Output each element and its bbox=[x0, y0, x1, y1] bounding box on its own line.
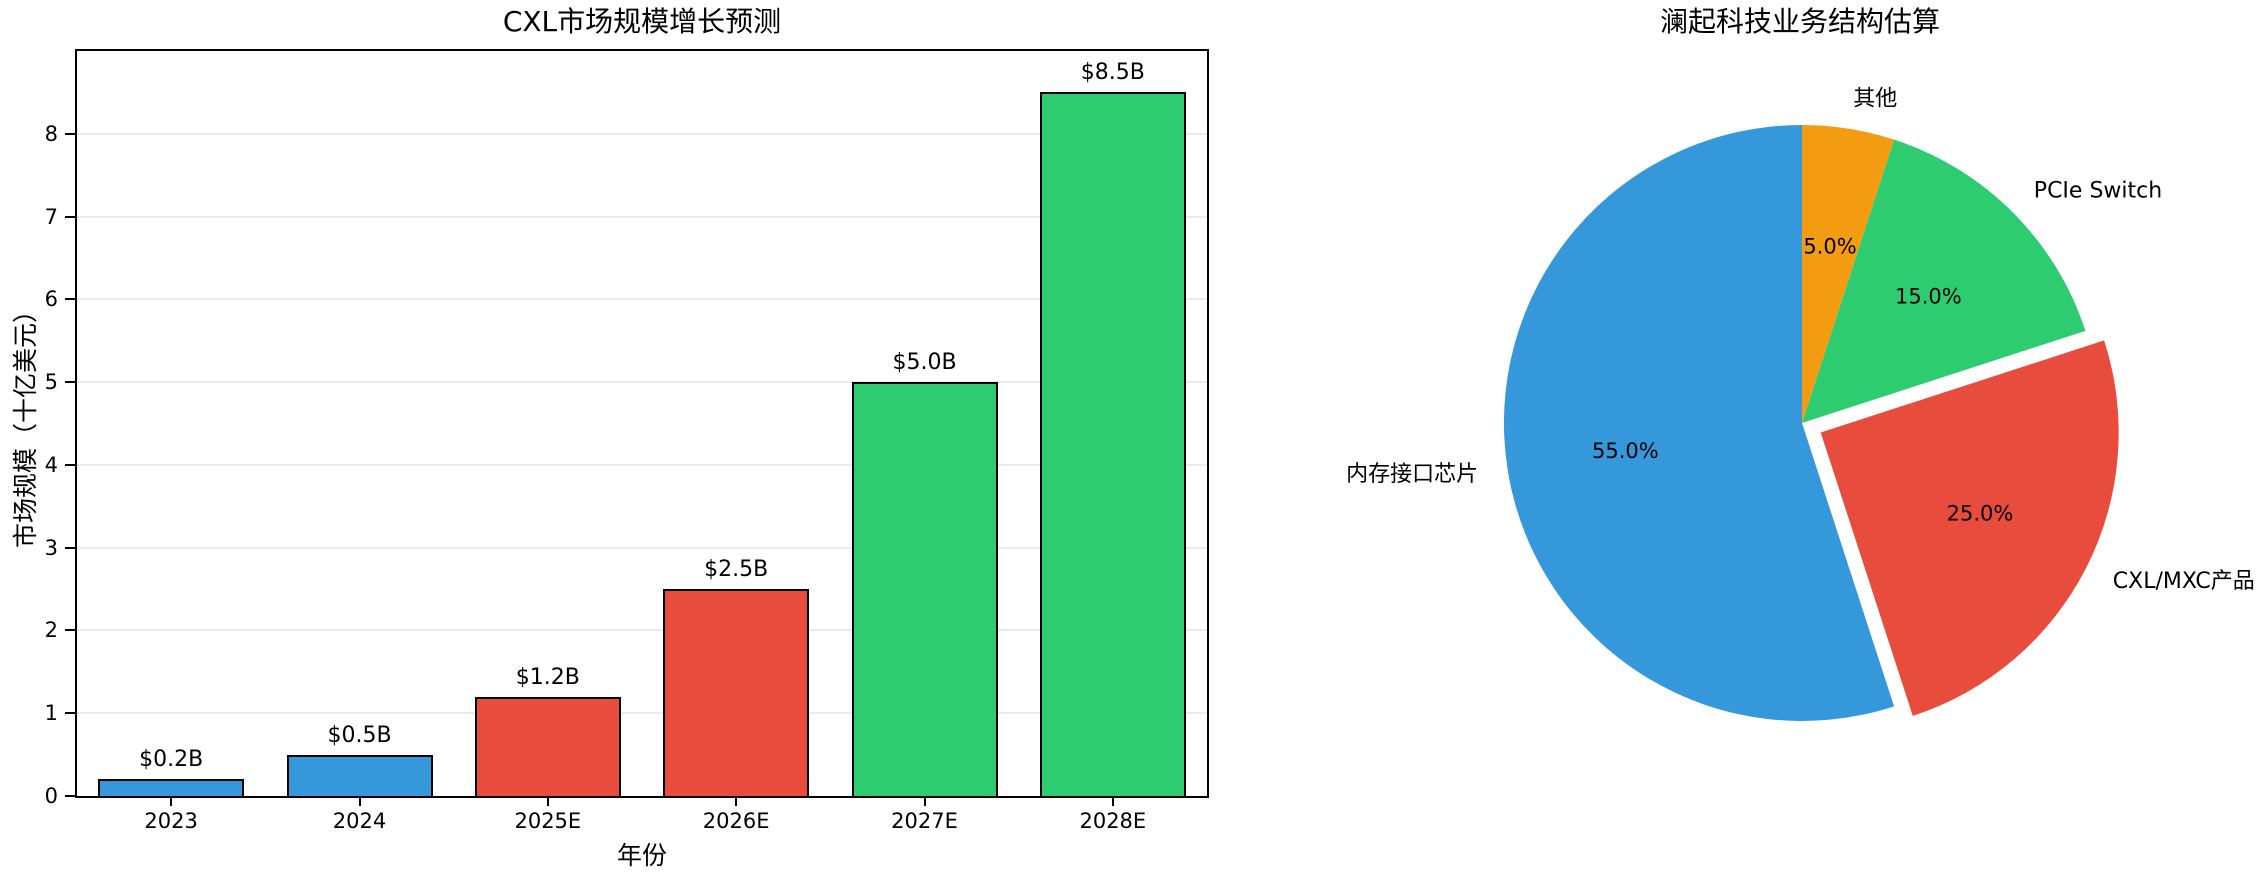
y-tick-mark-1 bbox=[65, 712, 75, 715]
pie-pct-label-内存接口芯片: 55.0% bbox=[1592, 439, 1659, 463]
bar-value-label-2024: $0.5B bbox=[327, 722, 392, 748]
y-tick-mark-6 bbox=[65, 298, 75, 301]
bar-value-label-2027E: $5.0B bbox=[892, 350, 957, 376]
x-tick-mark-2023 bbox=[170, 798, 173, 806]
bar-value-label-2023: $0.2B bbox=[139, 747, 204, 773]
x-tick-label-2023: 2023 bbox=[144, 809, 198, 833]
pie-chart-plot-area: 55.0% 内存接口芯片 25.0% CXL/MXC产品 15.0% PCIe Switc… bbox=[1346, 87, 2255, 722]
pie-slice-label-CXL/MXC产品: CXL/MXC产品 bbox=[2113, 569, 2255, 594]
pie-slice-PCIe Switch bbox=[1802, 139, 2086, 423]
y-tick-label-6: 6 bbox=[44, 287, 58, 312]
x-tick-label-2027E: 2027E bbox=[891, 809, 958, 833]
bar-2028E bbox=[1039, 92, 1186, 796]
pie-slice-label-其他: 其他 bbox=[1853, 87, 1897, 112]
bar-2023 bbox=[98, 779, 245, 796]
x-tick-label-2024: 2024 bbox=[332, 809, 387, 833]
pie-chart-title: 澜起科技业务结构估算 bbox=[1659, 5, 1940, 38]
y-tick-label-7: 7 bbox=[44, 204, 58, 229]
gridline-y-8 bbox=[77, 132, 1207, 135]
gridline-y-5 bbox=[77, 381, 1207, 384]
x-tick-label-2028E: 2028E bbox=[1079, 809, 1147, 833]
y-tick-mark-8 bbox=[65, 132, 75, 135]
bar-chart-title: CXL市场规模增长预测 bbox=[502, 5, 782, 38]
y-tick-mark-4 bbox=[65, 463, 75, 466]
y-tick-label-4: 4 bbox=[44, 452, 58, 477]
y-tick-label-1: 1 bbox=[44, 701, 58, 726]
bar-value-label-2025E: $1.2B bbox=[515, 664, 580, 690]
pie-pct-label-其他: 5.0% bbox=[1803, 234, 1856, 258]
bar-2024 bbox=[286, 754, 433, 796]
bar-value-label-2028E: $8.5B bbox=[1080, 60, 1145, 86]
y-tick-label-5: 5 bbox=[44, 370, 58, 395]
pie-slice-label-内存接口芯片: 内存接口芯片 bbox=[1346, 462, 1478, 487]
bar-value-label-2026E: $2.5B bbox=[704, 557, 769, 583]
y-tick-label-2: 2 bbox=[44, 618, 58, 643]
gridline-y-1 bbox=[77, 712, 1207, 715]
pie-pct-label-PCIe Switch: 15.0% bbox=[1895, 285, 1962, 309]
x-tick-mark-2027E bbox=[923, 798, 926, 806]
pie-slice-内存接口芯片 bbox=[1503, 124, 1895, 722]
gridline-y-7 bbox=[77, 215, 1207, 218]
x-tick-mark-2026E bbox=[735, 798, 738, 806]
gridline-y-6 bbox=[77, 298, 1207, 301]
x-tick-label-2026E: 2026E bbox=[702, 809, 770, 833]
bar-2025E bbox=[474, 696, 621, 796]
y-tick-label-0: 0 bbox=[44, 784, 58, 808]
bar-chart-y-axis-label: 市场规模（十亿美元） bbox=[11, 298, 40, 549]
y-tick-mark-3 bbox=[65, 546, 75, 549]
y-tick-mark-7 bbox=[65, 215, 75, 218]
gridline-y-4 bbox=[77, 463, 1207, 466]
gridline-y-3 bbox=[77, 546, 1207, 549]
bar-2027E bbox=[851, 382, 998, 796]
x-tick-label-2025E: 2025E bbox=[514, 809, 582, 833]
pie-pct-label-CXL/MXC产品: 25.0% bbox=[1947, 502, 2014, 526]
bar-2026E bbox=[663, 589, 810, 796]
pie-slice-CXL/MXC产品 bbox=[1820, 340, 2119, 716]
y-tick-mark-2 bbox=[65, 629, 75, 632]
gridline-y-2 bbox=[77, 629, 1207, 632]
bar-chart-plot-area bbox=[75, 49, 1209, 798]
pie-slice-label-PCIe Switch: PCIe Switch bbox=[2034, 179, 2162, 204]
x-tick-mark-2024 bbox=[358, 798, 361, 806]
y-tick-label-3: 3 bbox=[44, 535, 58, 560]
pie-slice-其他 bbox=[1802, 125, 1895, 423]
bar-chart-x-axis-label: 年份 bbox=[616, 841, 667, 870]
y-tick-mark-5 bbox=[65, 381, 75, 384]
y-tick-label-8: 8 bbox=[44, 121, 58, 146]
y-tick-mark-0 bbox=[65, 795, 75, 797]
x-tick-mark-2025E bbox=[546, 798, 549, 806]
x-tick-mark-2028E bbox=[1111, 798, 1114, 806]
